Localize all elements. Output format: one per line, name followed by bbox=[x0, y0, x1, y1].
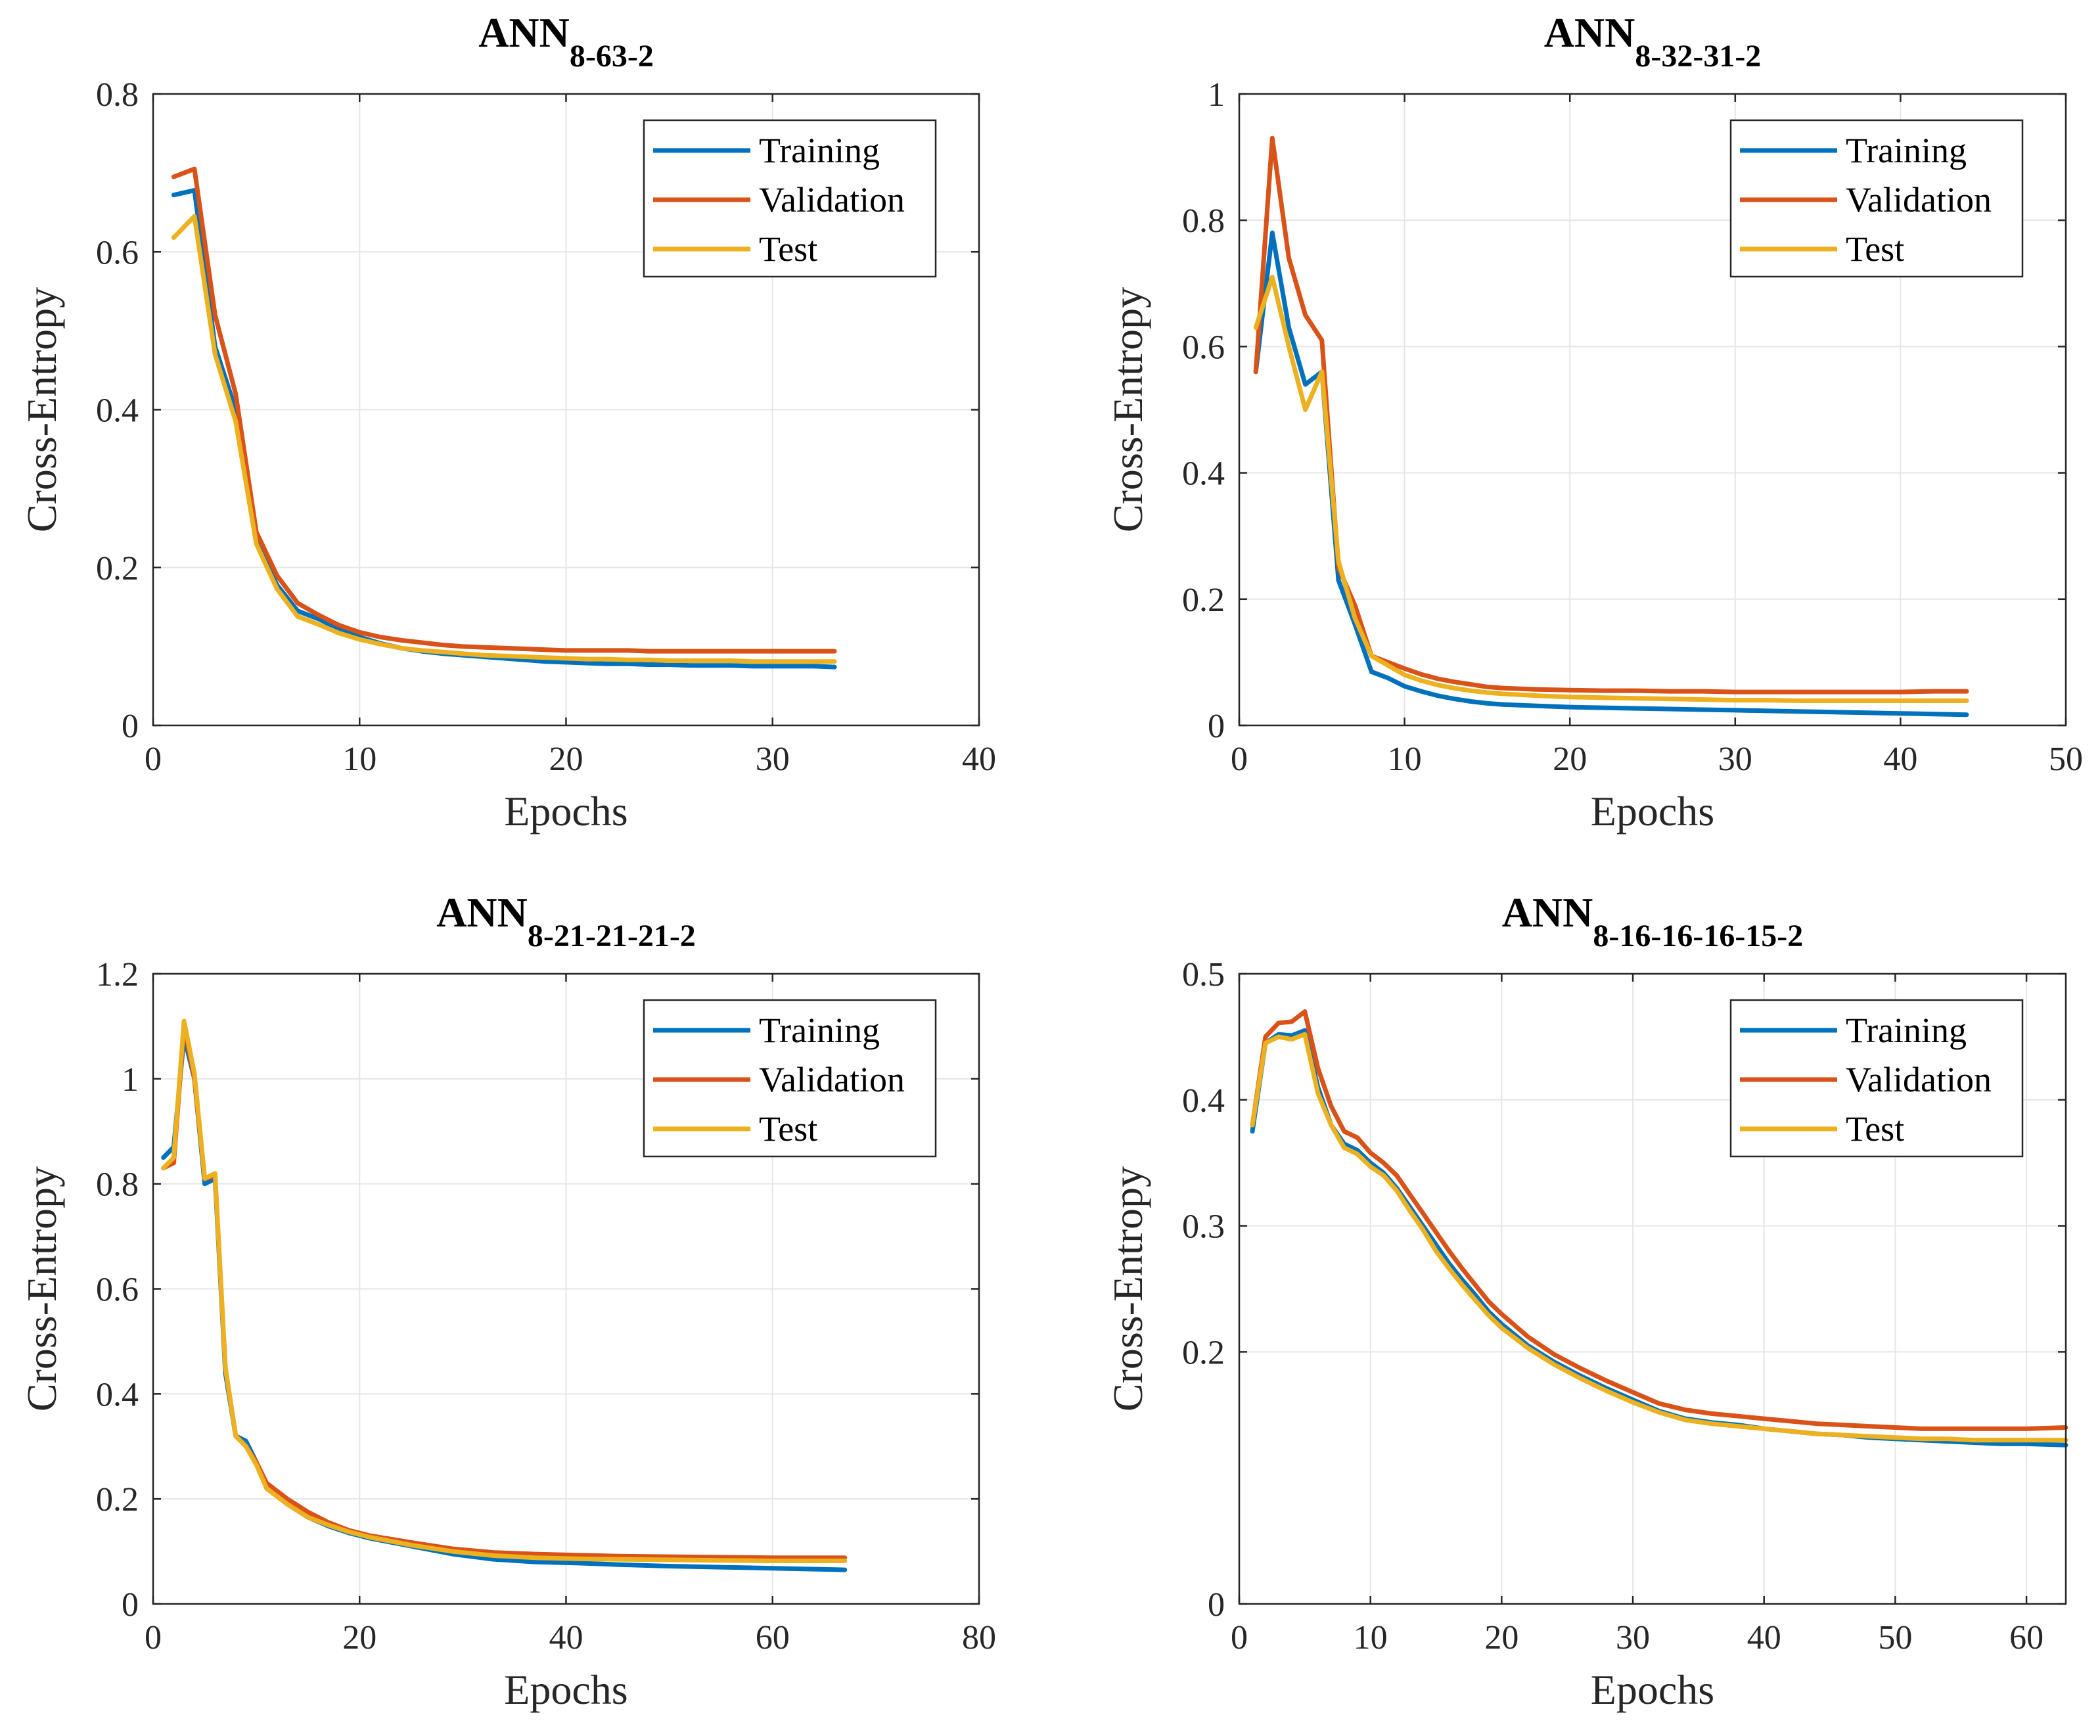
series-line-test bbox=[171, 214, 837, 664]
y-tick-label: 0.4 bbox=[96, 1376, 139, 1413]
legend-label-test: Test bbox=[759, 1109, 817, 1149]
y-tick-label: 0.4 bbox=[1182, 455, 1225, 493]
y-tick-label: 0.6 bbox=[96, 234, 139, 271]
y-tick-label: 0.5 bbox=[1182, 956, 1225, 994]
y-axis-label: Cross-Entropy bbox=[18, 1166, 65, 1411]
legend-label-test: Test bbox=[759, 229, 817, 269]
legend-label-training: Training bbox=[759, 131, 880, 170]
axes-box bbox=[1238, 93, 2067, 727]
x-axis-label: Epochs bbox=[1591, 1666, 1714, 1713]
series-line-validation bbox=[171, 166, 837, 654]
chart-title: ANN8-21-21-21-2 bbox=[436, 889, 696, 953]
x-tick-label: 30 bbox=[1718, 741, 1752, 778]
legend: Training Validation Test bbox=[1729, 999, 2024, 1158]
x-tick-label: 40 bbox=[1747, 1619, 1781, 1656]
y-axis-label: Cross-Entropy bbox=[1105, 287, 1151, 532]
chart-title: ANN8-16-16-16-15-2 bbox=[1502, 889, 1804, 953]
x-tick-label: 50 bbox=[1878, 1619, 1912, 1656]
legend-label-test: Test bbox=[1846, 1109, 1904, 1149]
x-tick-label: 50 bbox=[2049, 741, 2083, 778]
y-tick-label: 0.8 bbox=[96, 76, 139, 114]
chart-title-subscript: 8-16-16-16-15-2 bbox=[1593, 919, 1803, 953]
y-tick-label: 0.6 bbox=[96, 1271, 139, 1309]
x-tick-label: 20 bbox=[342, 1619, 377, 1656]
chart-1: 0 10 20 30 40 0 0.2 0.4 0.6 0.8 Epochs Cross-Entrop… bbox=[18, 9, 996, 834]
chart-title-main: ANN bbox=[1502, 889, 1593, 936]
chart-title-subscript: 8-63-2 bbox=[570, 39, 654, 74]
y-tick-label: 0.3 bbox=[1182, 1208, 1225, 1246]
x-tick-label: 0 bbox=[1231, 741, 1248, 778]
x-tick-label: 40 bbox=[549, 1619, 583, 1656]
x-tick-label: 30 bbox=[1616, 1619, 1650, 1656]
legend-label-test: Test bbox=[1846, 229, 1904, 269]
x-tick-label: 20 bbox=[549, 741, 583, 778]
chart-title-subscript: 8-21-21-21-2 bbox=[528, 919, 696, 953]
chart-title-main: ANN bbox=[478, 9, 570, 56]
x-tick-label: 0 bbox=[1231, 1619, 1248, 1656]
y-tick-label: 0 bbox=[122, 708, 139, 745]
x-tick-label: 10 bbox=[1354, 1619, 1388, 1656]
x-tick-label: 30 bbox=[756, 741, 790, 778]
y-tick-label: 1 bbox=[122, 1061, 139, 1099]
y-tick-label: 0.2 bbox=[96, 550, 139, 587]
y-tick-label: 1.2 bbox=[96, 956, 139, 994]
chart-title: ANN8-63-2 bbox=[478, 9, 654, 74]
series-line-test bbox=[1250, 1032, 2068, 1443]
y-axis-label: Cross-Entropy bbox=[18, 287, 65, 532]
y-tick-label: 0.2 bbox=[1182, 582, 1225, 619]
y-tick-label: 0.8 bbox=[96, 1166, 139, 1204]
chart-title: ANN8-32-31-2 bbox=[1544, 9, 1762, 74]
y-tick-label: 0 bbox=[1208, 708, 1225, 745]
x-tick-label: 80 bbox=[962, 1619, 996, 1656]
legend-label-validation: Validation bbox=[759, 180, 905, 219]
legend: Training Validation Test bbox=[643, 999, 937, 1158]
x-tick-label: 60 bbox=[756, 1619, 790, 1656]
legend: Training Validation Test bbox=[1729, 119, 2024, 278]
x-tick-label: 10 bbox=[1388, 741, 1422, 778]
legend: Training Validation Test bbox=[643, 119, 937, 278]
series-line-validation bbox=[1250, 1009, 2068, 1431]
legend-label-validation: Validation bbox=[1846, 180, 1992, 219]
y-tick-label: 0 bbox=[1208, 1586, 1225, 1624]
x-tick-label: 10 bbox=[342, 741, 377, 778]
y-tick-label: 0.8 bbox=[1182, 202, 1225, 240]
legend-label-training: Training bbox=[759, 1011, 880, 1050]
y-tick-label: 1 bbox=[1208, 76, 1225, 114]
x-tick-label: 0 bbox=[145, 741, 162, 778]
x-axis-label: Epochs bbox=[504, 788, 628, 834]
x-tick-label: 60 bbox=[2009, 1619, 2043, 1656]
x-tick-label: 20 bbox=[1484, 1619, 1518, 1656]
y-tick-label: 0 bbox=[122, 1586, 139, 1624]
x-axis-label: Epochs bbox=[1591, 788, 1714, 834]
y-tick-label: 0.2 bbox=[96, 1481, 139, 1519]
x-tick-label: 0 bbox=[145, 1619, 162, 1656]
series-line-training bbox=[171, 188, 837, 670]
y-axis-label: Cross-Entropy bbox=[1105, 1166, 1151, 1411]
chart-2: 0 10 20 30 40 50 0 0.2 0.4 0.6 0.8 1 Epochs Cross-Ent… bbox=[1105, 9, 2083, 834]
x-tick-label: 40 bbox=[1883, 741, 1917, 778]
y-tick-label: 0.2 bbox=[1182, 1334, 1225, 1371]
chart-title-subscript: 8-32-31-2 bbox=[1635, 39, 1761, 74]
y-tick-label: 0.4 bbox=[96, 392, 139, 430]
chart-title-main: ANN bbox=[1544, 9, 1635, 56]
series-line-test bbox=[161, 1018, 848, 1563]
chart-3: 0 20 40 60 80 0 0.2 0.4 0.6 0.8 1 1.2 Epochs Cross-En… bbox=[18, 889, 996, 1713]
y-tick-label: 0.6 bbox=[1182, 329, 1225, 366]
axes-box bbox=[1238, 972, 2067, 1605]
legend-label-validation: Validation bbox=[1846, 1060, 1992, 1099]
y-tick-label: 0.4 bbox=[1182, 1082, 1225, 1120]
x-axis-label: Epochs bbox=[504, 1666, 628, 1713]
legend-label-training: Training bbox=[1846, 1011, 1967, 1050]
x-tick-label: 20 bbox=[1553, 741, 1587, 778]
legend-label-validation: Validation bbox=[759, 1060, 905, 1099]
chart-title-main: ANN bbox=[436, 889, 528, 936]
legend-label-training: Training bbox=[1846, 131, 1967, 170]
series-line-test bbox=[1253, 275, 1969, 703]
x-tick-label: 40 bbox=[962, 741, 996, 778]
chart-4: 0 10 20 30 40 50 60 0 0.2 0.3 0.4 0.5 Epochs Cross-En… bbox=[1105, 889, 2068, 1713]
